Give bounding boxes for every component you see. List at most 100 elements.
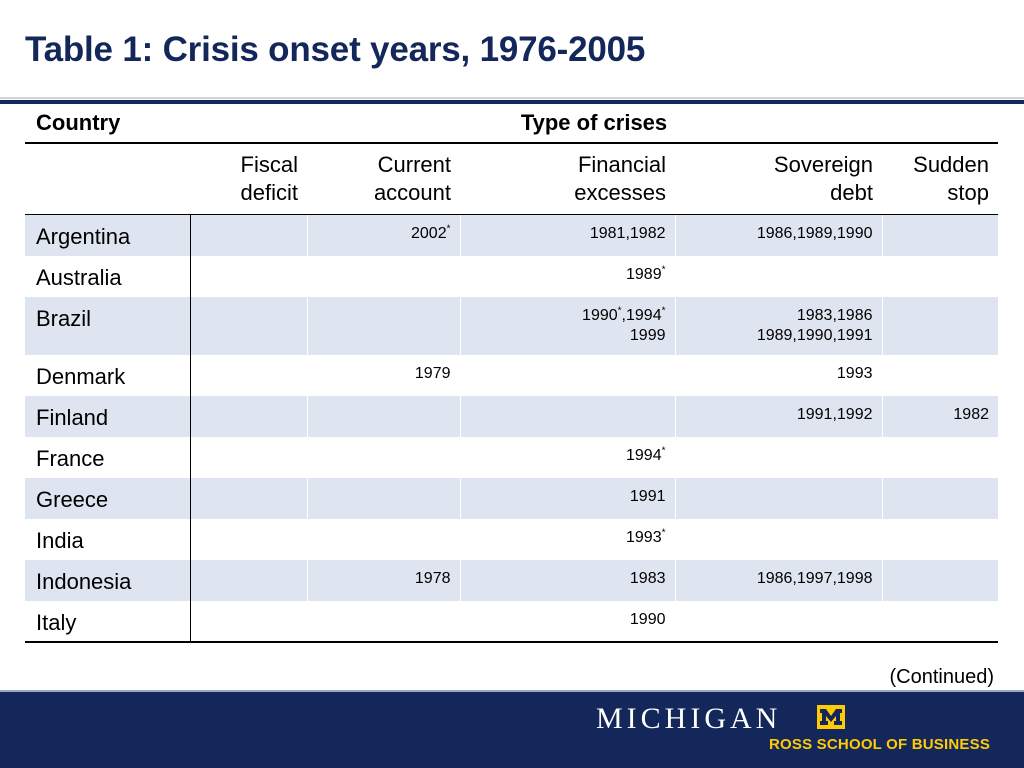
crisis-year-cell [306,518,460,560]
crisis-year-cell: 1989* [459,255,675,297]
table-row: Australia 1989* [25,255,998,297]
crisis-year-cell [189,477,307,519]
crisis-year-text: 1979 [414,364,451,382]
crisis-year-cell: 1990*,1994* 1999 [459,296,675,355]
crisis-year-cell: 1978 [306,559,460,601]
crisis-year-cell [189,296,307,355]
country-cell: Denmark [25,354,191,396]
table-row: Finland 1991,1992 1982 [25,395,998,437]
crisis-year-cell [306,395,460,437]
country-cell: Finland [25,395,191,437]
slide-title: Table 1: Crisis onset years, 1976-2005 [25,30,646,69]
type-of-crises-header: Type of crises [190,104,998,144]
crisis-year-cell: 1991,1992 [674,395,882,437]
column-header-sudden-stop: Sudden stop [913,152,989,205]
crisis-year-cell: 1993* [459,518,675,560]
crisis-year-cell [881,436,998,478]
crisis-table: Country Type of crises Fiscal deficit Cur… [25,104,998,643]
crisis-year-cell [881,600,998,643]
column-header-sovereign-debt: Sovereign debt [773,152,873,205]
header-row-columns: Fiscal deficit Current account Financial ex… [25,143,998,215]
crisis-year-cell [459,395,675,437]
country-header-spacer [25,143,190,215]
crisis-year-cell [674,436,882,478]
table-row: Indonesia 1978 1983 1986,1997,1998 [25,559,998,601]
crisis-year-cell [674,600,882,643]
column-header-financial-excesses: Financial excesses [574,152,666,205]
crisis-year-cell [306,255,460,297]
crisis-year-text: 1978 [414,569,451,587]
table-row: Brazil 1990*,1994* 1999 1983,1986 1989,1990,… [25,296,998,355]
crisis-year-cell: 1986,1997,1998 [674,559,882,601]
column-header-current-account: Current account [373,152,451,205]
crisis-year-text: 1999 [629,326,666,344]
crisis-year-cell [306,436,460,478]
table-row: Italy 1990 [25,600,998,643]
crisis-year-text: 1994* [626,445,666,464]
crisis-year-text: 1983 [629,569,666,587]
country-cell: Indonesia [25,559,191,601]
table-body: Argentina 2002* 1981,1982 1986,1989,1990 Aus… [25,214,998,643]
crisis-year-cell: 1994* [459,436,675,478]
crisis-year-cell [306,477,460,519]
crisis-year-cell: 2002* [306,214,460,256]
crisis-year-cell [189,600,307,643]
crisis-year-cell [881,518,998,560]
crisis-year-cell [459,354,675,396]
crisis-year-cell [306,600,460,643]
crisis-year-cell [189,518,307,560]
country-cell: Italy [25,600,191,643]
crisis-year-cell [674,518,882,560]
crisis-year-cell: 1983,1986 1989,1990,1991 [674,296,882,355]
country-cell: Greece [25,477,191,519]
crisis-year-text: 1986,1989,1990 [756,225,873,242]
table-row: Denmark 1979 1993 [25,354,998,396]
crisis-year-text: 1986,1997,1998 [756,569,873,587]
crisis-year-cell [189,255,307,297]
crisis-year-text: 1991 [629,487,666,505]
crisis-year-text: 1983,1986 [796,306,873,324]
crisis-year-cell [881,296,998,355]
crisis-year-cell [189,354,307,396]
crisis-year-cell: 1993 [674,354,882,396]
crisis-year-cell: 1982 [881,395,998,437]
table-row: Greece 1991 [25,477,998,519]
school-name: ROSS SCHOOL OF BUSINESS [769,736,991,753]
crisis-year-text: 1982 [953,405,989,423]
country-cell: Brazil [25,296,191,355]
crisis-year-text: 1991,1992 [796,405,873,423]
footer-divider [0,690,1024,692]
country-column-header: Country [25,104,190,144]
crisis-year-cell [189,436,307,478]
crisis-year-text: 1993 [836,364,873,382]
continued-note: (Continued) [889,666,994,688]
title-divider-light [0,97,1024,99]
crisis-year-text: 1989,1990,1991 [756,326,873,344]
crisis-year-text: 1993* [626,527,666,546]
crisis-year-cell [189,559,307,601]
country-cell: Australia [25,255,191,297]
table-row: France 1994* [25,436,998,478]
crisis-year-cell: 1979 [306,354,460,396]
crisis-year-cell [306,296,460,355]
table-row: Argentina 2002* 1981,1982 1986,1989,1990 [25,214,998,256]
crisis-year-text: 1989* [626,264,666,283]
header-row-top: Country Type of crises [25,104,998,144]
crisis-year-text: 2002* [411,223,451,242]
crisis-year-cell [674,477,882,519]
crisis-year-cell [189,395,307,437]
footer-band [0,690,1024,768]
crisis-year-cell: 1983 [459,559,675,601]
crisis-year-cell [674,255,882,297]
crisis-year-cell [881,559,998,601]
university-wordmark: MICHIGAN [596,702,782,735]
block-m-logo [817,705,845,729]
crisis-year-cell [881,214,998,256]
crisis-year-cell: 1986,1989,1990 [674,214,882,256]
crisis-year-cell [881,477,998,519]
title-divider [0,100,1024,104]
crisis-year-text: 1981,1982 [589,225,666,242]
crisis-year-cell [189,214,307,256]
country-cell: India [25,518,191,560]
crisis-year-text: 1990*,1994* [582,305,666,324]
